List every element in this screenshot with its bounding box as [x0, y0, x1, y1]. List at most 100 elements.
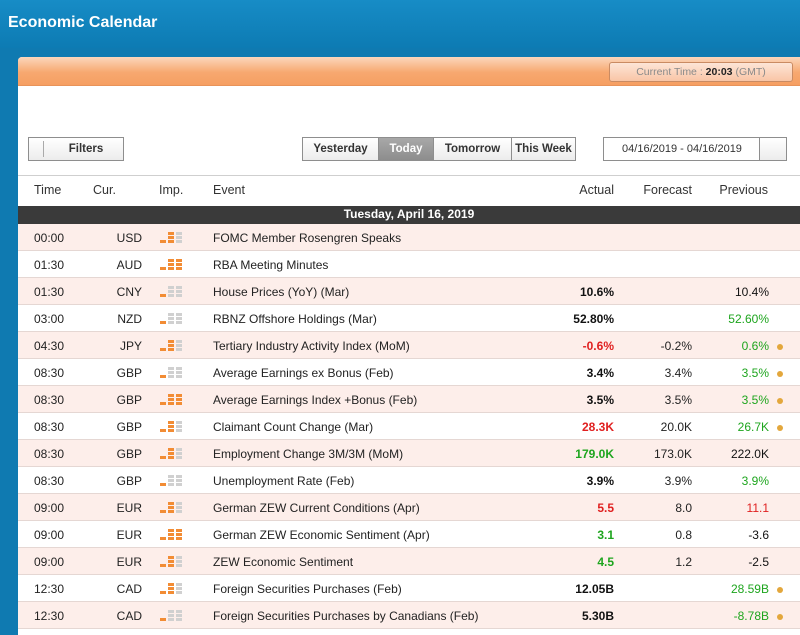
tab-today[interactable]: Today: [379, 138, 434, 160]
table-row[interactable]: 08:30 GBP Claimant Count Change (Mar) 28.3K…: [18, 413, 800, 440]
filters-button[interactable]: Filters: [28, 137, 124, 161]
table-row[interactable]: 08:30 GBP Average Earnings ex Bonus (Feb) 3…: [18, 359, 800, 386]
importance-bars-icon: [160, 556, 182, 567]
row-forecast: 173.0K: [653, 447, 692, 461]
revision-dot-icon: [777, 614, 783, 620]
row-event[interactable]: Tertiary Industry Activity Index (MoM): [213, 339, 410, 353]
importance-bars-icon: [160, 502, 182, 513]
row-actual: -0.6%: [582, 339, 614, 353]
filters-label: Filters: [68, 143, 104, 155]
table-row[interactable]: 04:30 JPY Tertiary Industry Activity Index…: [18, 332, 800, 359]
row-time: 01:30: [34, 258, 65, 272]
col-actual[interactable]: Actual: [579, 183, 614, 197]
table-row[interactable]: 12:30 CAD Foreign Securities Purchases by …: [18, 602, 800, 629]
header-bar: Current Time : 20:03 (GMT): [18, 57, 800, 86]
row-time: 08:30: [34, 366, 65, 380]
row-event[interactable]: German ZEW Economic Sentiment (Apr): [213, 528, 430, 542]
row-currency: CNY: [116, 285, 142, 299]
importance-icon: [159, 527, 183, 541]
table-row[interactable]: 01:30 CNY House Prices (YoY) (Mar) 10.6% 10.…: [18, 278, 800, 305]
row-event[interactable]: House Prices (YoY) (Mar): [213, 285, 350, 299]
row-time: 09:00: [34, 555, 65, 569]
row-event[interactable]: Average Earnings ex Bonus (Feb): [213, 366, 394, 380]
importance-icon: [159, 311, 183, 325]
row-event[interactable]: Average Earnings Index +Bonus (Feb): [213, 393, 418, 407]
col-forecast[interactable]: Forecast: [643, 183, 692, 197]
row-event[interactable]: RBA Meeting Minutes: [213, 258, 329, 272]
row-time: 12:30: [34, 582, 65, 596]
row-previous: 0.6%: [741, 339, 769, 353]
importance-icon: [159, 608, 183, 622]
row-time: 03:00: [34, 312, 65, 326]
importance-icon: [159, 554, 183, 568]
row-actual: 12.05B: [575, 582, 614, 596]
row-event[interactable]: German ZEW Current Conditions (Apr): [213, 501, 420, 515]
row-time: 01:30: [34, 285, 65, 299]
importance-icon: [159, 284, 183, 298]
table-row[interactable]: 08:30 GBP Average Earnings Index +Bonus (F…: [18, 386, 800, 413]
row-currency: NZD: [117, 312, 142, 326]
row-forecast: 0.8: [675, 528, 692, 542]
row-event[interactable]: Unemployment Rate (Feb): [213, 474, 355, 488]
row-time: 08:30: [34, 474, 65, 488]
table-row[interactable]: 03:00 NZD RBNZ Offshore Holdings (Mar) 52.8…: [18, 305, 800, 332]
calendar-panel: Current Time : 20:03 (GMT) Filters Yeste…: [18, 57, 800, 635]
table-header: Time Cur. Imp. Event Actual Forecast Pre…: [18, 176, 800, 206]
row-time: 08:30: [34, 393, 65, 407]
importance-bars-icon: [160, 340, 182, 351]
table-row[interactable]: 09:00 EUR ZEW Economic Sentiment 4.5 1.2 -2.5: [18, 548, 800, 575]
row-currency: EUR: [116, 528, 142, 542]
date-range-picker[interactable]: [603, 137, 787, 161]
row-event[interactable]: Claimant Count Change (Mar): [213, 420, 374, 434]
row-event[interactable]: Employment Change 3M/3M (MoM): [213, 447, 404, 461]
table-row[interactable]: 01:30 AUD RBA Meeting Minutes: [18, 251, 800, 278]
row-event[interactable]: ZEW Economic Sentiment: [213, 555, 354, 569]
table-row[interactable]: 08:30 GBP Employment Change 3M/3M (MoM) 179…: [18, 440, 800, 467]
row-event[interactable]: FOMC Member Rosengren Speaks: [213, 231, 402, 245]
row-time: 09:00: [34, 528, 65, 542]
tab-yesterday[interactable]: Yesterday: [303, 138, 379, 160]
col-importance[interactable]: Imp.: [159, 183, 184, 197]
col-event[interactable]: Event: [213, 183, 245, 197]
row-previous: 28.59B: [730, 582, 769, 596]
tab-this-week[interactable]: This Week: [512, 138, 575, 160]
table-row[interactable]: 09:00 EUR German ZEW Economic Sentiment (A…: [18, 521, 800, 548]
row-previous: 3.9%: [741, 474, 769, 488]
row-event[interactable]: RBNZ Offshore Holdings (Mar): [213, 312, 377, 326]
col-currency[interactable]: Cur.: [93, 183, 116, 197]
table-row[interactable]: 00:00 USD FOMC Member Rosengren Speaks: [18, 224, 800, 251]
current-time-label: Current Time :: [636, 66, 703, 78]
row-currency: USD: [116, 231, 142, 245]
importance-bars-icon: [160, 475, 182, 486]
importance-icon: [159, 500, 183, 514]
col-time[interactable]: Time: [34, 183, 62, 197]
row-event[interactable]: Foreign Securities Purchases by Canadian…: [213, 609, 479, 623]
row-forecast: 8.0: [675, 501, 692, 515]
date-range-input[interactable]: [604, 138, 760, 160]
table-row[interactable]: 12:30 CAD Foreign Securities Purchases (Fe…: [18, 575, 800, 602]
row-time: 04:30: [34, 339, 65, 353]
row-forecast: 20.0K: [660, 420, 692, 434]
row-actual: 3.5%: [586, 393, 614, 407]
importance-icon: [159, 257, 183, 271]
importance-bars-icon: [160, 421, 182, 432]
row-event[interactable]: Foreign Securities Purchases (Feb): [213, 582, 402, 596]
row-actual: 3.9%: [586, 474, 614, 488]
row-actual: 3.4%: [586, 366, 614, 380]
row-forecast: 3.5%: [664, 393, 692, 407]
table-row[interactable]: 09:00 EUR German ZEW Current Conditions (A…: [18, 494, 800, 521]
calendar-dropdown-button[interactable]: [759, 138, 786, 160]
row-currency: GBP: [116, 447, 142, 461]
table-row[interactable]: 08:30 GBP Unemployment Rate (Feb) 3.9% 3.9% 3…: [18, 467, 800, 494]
row-currency: JPY: [119, 339, 142, 353]
importance-icon: [159, 473, 183, 487]
tab-tomorrow[interactable]: Tomorrow: [434, 138, 512, 160]
row-actual: 10.6%: [579, 285, 614, 299]
title-bar: Economic Calendar: [0, 0, 800, 48]
row-previous: 26.7K: [737, 420, 769, 434]
row-forecast: -0.2%: [660, 339, 692, 353]
row-previous: 3.5%: [741, 393, 769, 407]
row-previous: -8.78B: [733, 609, 769, 623]
col-previous[interactable]: Previous: [719, 183, 768, 197]
row-time: 09:00: [34, 501, 65, 515]
